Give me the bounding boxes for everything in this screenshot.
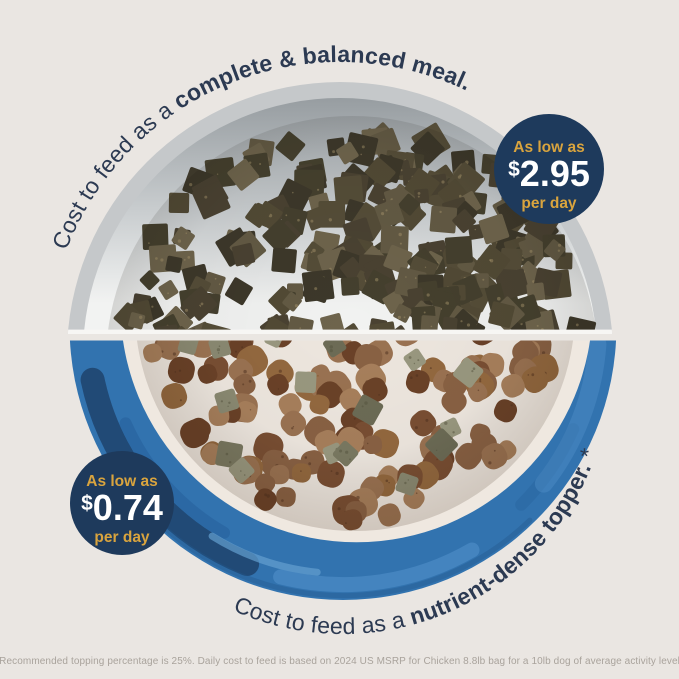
price-badge-meal: As low as $2.95 per day: [494, 114, 604, 224]
glaze-streak: [515, 423, 580, 511]
badge-per-day: per day: [521, 195, 577, 212]
badge-circle: [494, 114, 604, 224]
badge-as-low-as: As low as: [86, 473, 158, 490]
bottom-bowl-photo: [70, 340, 616, 600]
glaze-streak: [208, 532, 321, 576]
badge-amount-value: 2.95: [520, 153, 590, 194]
glaze-streak: [534, 340, 607, 493]
badge-per-day: per day: [94, 529, 150, 546]
top-bowl-photo: [67, 82, 613, 334]
badge-as-low-as: As low as: [513, 139, 585, 156]
badge-currency: $: [508, 158, 520, 181]
badge-circle: [70, 451, 174, 555]
badge-price: $0.74: [81, 487, 163, 528]
top-food-shading: [107, 116, 597, 334]
badge-price: $2.95: [508, 153, 590, 194]
glaze-streak: [273, 542, 480, 593]
badge-amount-value: 0.74: [93, 487, 163, 528]
badge-currency: $: [81, 492, 93, 515]
bottom-food-shading: [137, 340, 573, 531]
price-badge-topper: As low as $0.74 per day: [70, 451, 174, 555]
top-bowl-cut-edge: [67, 329, 613, 334]
footnote: *Recommended topping percentage is 25%. …: [0, 656, 679, 667]
glaze-streak: [160, 517, 533, 599]
